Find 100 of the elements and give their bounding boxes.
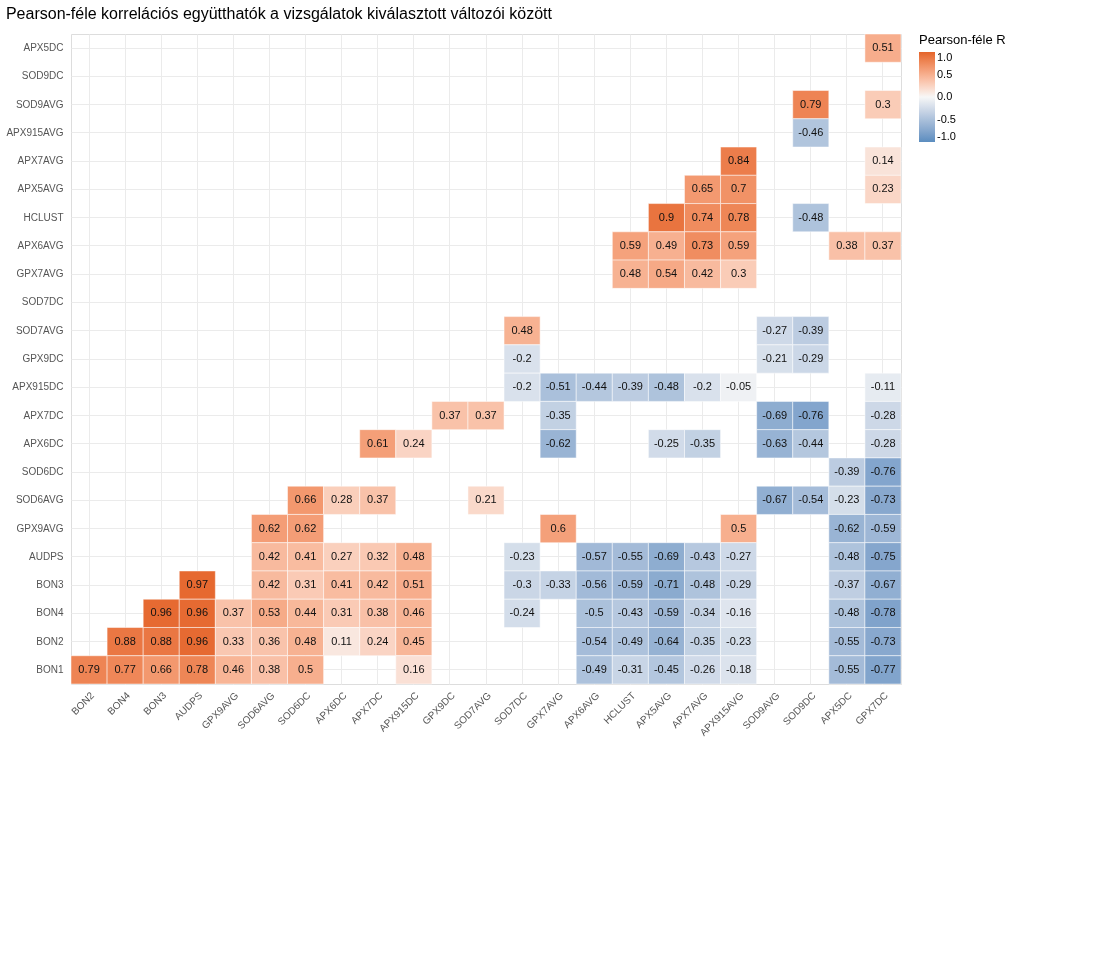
- data-label: -0.69: [653, 549, 679, 562]
- y-tick-label: APX6DC: [23, 437, 64, 449]
- data-label: -0.67: [762, 493, 788, 506]
- data-label: 0.46: [403, 606, 425, 619]
- y-tick-label: APX7AVG: [17, 155, 64, 167]
- data-label: 0.66: [150, 662, 172, 675]
- data-label: -0.31: [617, 662, 643, 675]
- data-label: 0.37: [367, 493, 389, 506]
- data-label: 0.46: [222, 662, 245, 675]
- data-label: 0.61: [367, 436, 389, 449]
- data-label: 0.88: [114, 634, 136, 647]
- data-label: 0.51: [872, 41, 894, 54]
- data-label: 0.9: [658, 210, 675, 223]
- data-label: -0.35: [689, 634, 716, 647]
- data-label: -0.39: [617, 380, 643, 393]
- data-label: -0.57: [581, 549, 607, 562]
- data-label: 0.6: [550, 521, 566, 534]
- data-label: 0.24: [367, 634, 389, 647]
- data-label: 0.96: [186, 634, 209, 647]
- data-label: 0.59: [619, 238, 642, 251]
- y-tick-label: APX915DC: [12, 381, 64, 393]
- y-tick-label: SOD6AVG: [15, 494, 64, 506]
- data-label: 0.36: [258, 634, 281, 647]
- y-tick-label: HCLUST: [23, 211, 64, 223]
- y-tick-label: SOD7DC: [21, 296, 64, 308]
- y-tick-label: GPX9AVG: [16, 522, 64, 534]
- chart-title: Pearson-féle korrelációs együtthatók a vizsgálatok kiválasztott változói között: [5, 4, 553, 22]
- data-label: 0.79: [78, 662, 100, 675]
- data-label: -0.37: [834, 578, 860, 591]
- data-label: 0.59: [727, 238, 750, 251]
- data-label: -0.48: [834, 549, 860, 562]
- data-label: -0.25: [653, 436, 679, 449]
- data-label: -0.43: [689, 549, 716, 562]
- data-label: -0.23: [726, 634, 752, 647]
- data-label: -0.48: [653, 380, 679, 393]
- data-label: 0.42: [258, 549, 281, 562]
- data-label: 0.31: [330, 606, 353, 619]
- y-tick-label: BON2: [36, 635, 64, 647]
- data-label: 0.42: [258, 578, 281, 591]
- data-label: -0.35: [545, 408, 571, 421]
- data-label: -0.49: [581, 662, 607, 675]
- data-label: -0.62: [834, 521, 860, 534]
- data-label: 0.31: [294, 578, 317, 591]
- y-tick-label: GPX7AVG: [16, 268, 64, 280]
- data-label: -0.59: [653, 606, 679, 619]
- data-label: 0.41: [294, 549, 317, 562]
- data-label: -0.76: [870, 465, 896, 478]
- data-label: -0.27: [726, 549, 752, 562]
- data-label: 0.3: [875, 97, 891, 110]
- data-label: 0.62: [294, 521, 317, 534]
- data-label: 0.37: [439, 408, 461, 421]
- data-label: 0.32: [367, 549, 389, 562]
- data-label: -0.26: [689, 662, 716, 675]
- data-label: 0.21: [475, 493, 497, 506]
- data-label: -0.16: [726, 606, 752, 619]
- data-label: -0.27: [762, 323, 788, 336]
- data-label: -0.64: [653, 634, 679, 647]
- data-label: -0.39: [798, 323, 824, 336]
- y-tick-label: APX6AVG: [17, 239, 64, 251]
- data-label: 0.96: [186, 606, 209, 619]
- data-label: 0.33: [222, 634, 245, 647]
- data-label: -0.48: [834, 606, 860, 619]
- data-label: -0.35: [689, 436, 716, 449]
- data-label: -0.2: [693, 380, 713, 393]
- data-label: 0.41: [330, 578, 353, 591]
- data-label: 0.74: [691, 210, 714, 223]
- data-label: -0.39: [834, 465, 860, 478]
- data-label: 0.7: [730, 182, 747, 195]
- data-label: 0.42: [691, 267, 714, 280]
- data-label: 0.5: [730, 521, 747, 534]
- data-label: 0.28: [330, 493, 353, 506]
- data-label: 0.23: [872, 182, 894, 195]
- data-label: 0.38: [367, 606, 389, 619]
- data-label: 0.49: [655, 238, 678, 251]
- data-label: 0.88: [150, 634, 172, 647]
- y-tick-label: APX915AVG: [6, 126, 64, 138]
- data-label: -0.23: [834, 493, 860, 506]
- y-tick-label: BON4: [36, 607, 64, 619]
- data-label: -0.67: [870, 578, 896, 591]
- data-label: -0.43: [617, 606, 643, 619]
- data-label: -0.21: [762, 352, 788, 364]
- y-tick-label: AUDPS: [29, 550, 64, 562]
- data-label: -0.48: [798, 210, 824, 223]
- data-label: -0.28: [870, 436, 896, 449]
- data-label: -0.73: [870, 634, 896, 647]
- data-label: 0.48: [294, 634, 317, 647]
- data-label: 0.3: [730, 267, 747, 280]
- data-label: 0.96: [150, 606, 172, 619]
- data-label: -0.5: [584, 606, 604, 619]
- data-label: -0.69: [762, 408, 788, 421]
- data-label: -0.05: [726, 380, 752, 393]
- data-label: -0.28: [870, 408, 896, 421]
- data-label: -0.63: [762, 436, 788, 449]
- data-label: 0.24: [403, 436, 425, 449]
- data-label: 0.53: [258, 606, 281, 619]
- y-tick-label: GPX9DC: [22, 353, 64, 364]
- data-label: -0.78: [870, 606, 896, 619]
- data-label: -0.62: [545, 436, 571, 449]
- data-label: 0.66: [294, 493, 317, 506]
- data-label: -0.73: [870, 493, 896, 506]
